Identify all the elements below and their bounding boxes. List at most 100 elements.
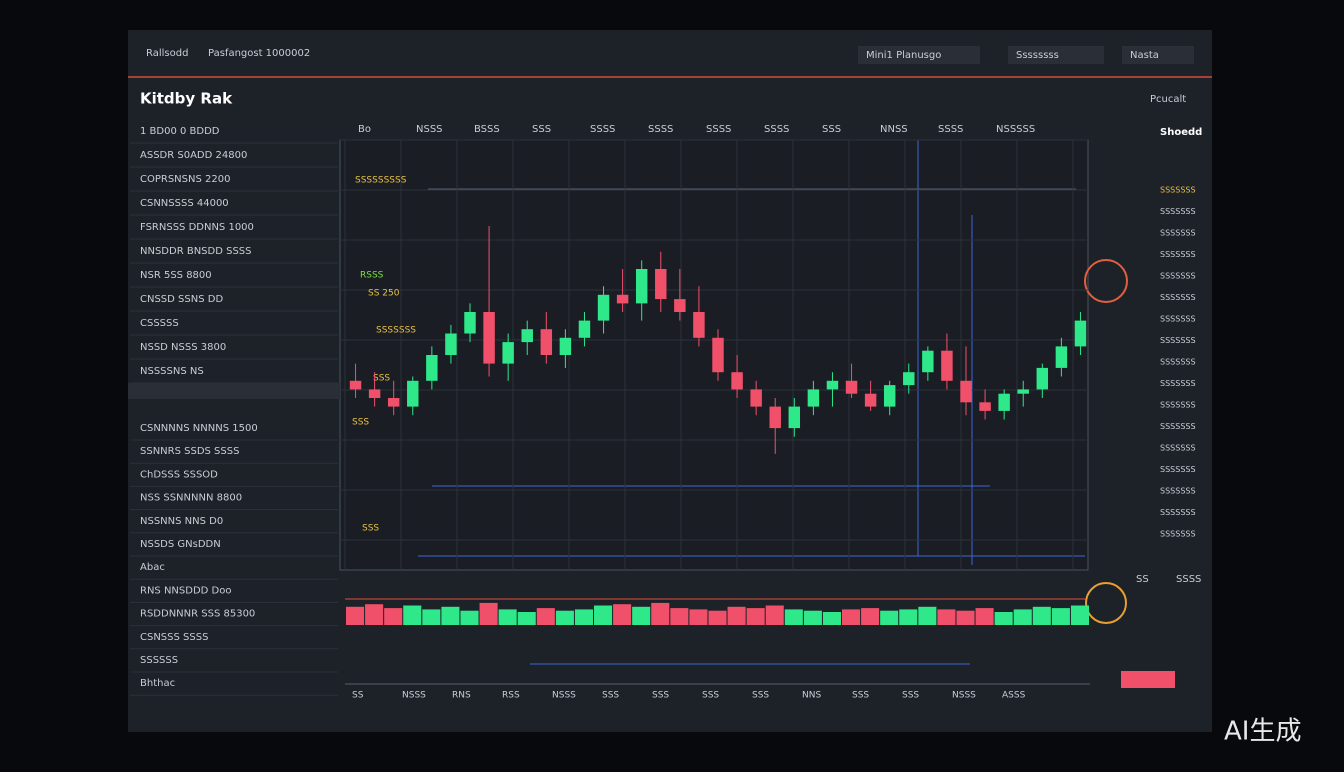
sidebar-row[interactable]: CSNNNNS NNNNS 1500 — [140, 423, 258, 434]
top-label: NSSSSS — [996, 124, 1035, 135]
annotation: SSS — [362, 524, 379, 534]
sidebar-row[interactable]: NSSD NSSS 3800 — [140, 342, 226, 353]
sidebar-row[interactable]: CNSSD SSNS DD — [140, 294, 223, 305]
volume-bar — [536, 608, 555, 625]
volume-bar — [822, 612, 841, 625]
candle-body — [521, 329, 533, 343]
sidebar-row[interactable]: Bhthac — [140, 678, 175, 689]
top-label: SSSS — [764, 124, 789, 135]
volume-bar — [422, 609, 441, 625]
sidebar-row[interactable]: RSDDNNNR SSS 85300 — [140, 609, 255, 620]
header-button[interactable] — [858, 46, 980, 64]
top-label: SSS — [822, 124, 841, 135]
volume-bar — [994, 612, 1013, 625]
x-label: SSS — [852, 691, 869, 701]
sidebar-row[interactable]: RNS NNSDDD Doo — [140, 585, 231, 596]
price-label: SSSSSSS — [1160, 358, 1196, 367]
brand: Rallsodd — [146, 48, 188, 59]
volume-bar — [632, 606, 651, 625]
top-label: Bo — [358, 124, 371, 135]
sidebar-row[interactable]: ASSDR S0ADD 24800 — [140, 150, 247, 161]
top-label: SSSS — [706, 124, 731, 135]
candle-body — [559, 337, 572, 355]
panel-action[interactable]: Pcucalt — [1150, 94, 1186, 105]
candle-body — [1074, 320, 1087, 347]
top-label: SSSS — [648, 124, 673, 135]
price-label: SSSSSSS — [1160, 293, 1196, 302]
annotation: SSS — [373, 374, 390, 384]
candle-body — [464, 312, 476, 334]
header-button-label[interactable]: Mini1 Planusgo — [866, 50, 941, 61]
top-label: SSSS — [938, 124, 963, 135]
volume-bar — [784, 609, 803, 625]
sidebar-row[interactable]: CSSSSS — [140, 318, 179, 329]
x-label: NSSS — [402, 691, 426, 701]
candle-body — [712, 337, 724, 373]
price-label: SSSSSSS — [1160, 401, 1196, 410]
sidebar-row[interactable]: NSSNNS NNS D0 — [140, 516, 223, 527]
candle-body — [674, 299, 686, 312]
x-label: SSS — [652, 691, 669, 701]
candle-body — [845, 380, 858, 394]
sidebar-row[interactable]: CSNSSS SSSS — [140, 632, 208, 643]
candle-body — [540, 329, 553, 355]
x-label: RSS — [502, 691, 520, 701]
action-button[interactable] — [1121, 671, 1175, 688]
price-label: SSSSSSS — [1160, 508, 1196, 517]
volume-bar — [1051, 608, 1070, 625]
volume-bar — [384, 608, 403, 625]
candle-body — [998, 393, 1010, 411]
volume-bar — [765, 605, 784, 625]
sidebar-row[interactable]: NSR 5SS 8800 — [140, 270, 212, 281]
tool[interactable]: SSSS — [1176, 574, 1201, 585]
price-label: SSSSSSS — [1160, 422, 1196, 431]
sidebar-row[interactable]: SSNNRS SSDS SSSS — [140, 446, 239, 457]
price-label: SSSSSSS — [1160, 315, 1196, 324]
sidebar-row[interactable]: NSS SSNNNNN 8800 — [140, 493, 242, 504]
candle-body — [769, 406, 781, 429]
volume-bar — [861, 608, 880, 625]
sidebar-row[interactable]: 1 BD00 0 BDDD — [140, 126, 220, 137]
volume-bar — [937, 609, 956, 625]
top-label: BSSS — [474, 124, 500, 135]
x-label: NNS — [802, 691, 821, 701]
sidebar-row[interactable]: Abac — [140, 562, 165, 573]
top-label: NNSS — [880, 124, 908, 135]
price-label: SSSSSSS — [1160, 379, 1196, 388]
x-label: SS — [352, 691, 364, 701]
price-label: SSSSSSS — [1160, 444, 1196, 453]
sidebar-divider — [128, 383, 340, 399]
watermark: AI生成 — [1224, 717, 1301, 747]
candle-body — [445, 333, 457, 355]
x-label: SSS — [602, 691, 619, 701]
volume-bar — [803, 610, 822, 625]
candle-body — [903, 372, 915, 386]
panel-title: Kitdby Rak — [140, 90, 233, 108]
header-button-label[interactable]: Ssssssss — [1016, 50, 1059, 61]
volume-bar — [441, 606, 460, 625]
price-label: SSSSSSS — [1160, 487, 1196, 496]
sidebar-row[interactable]: NSSSSNS NS — [140, 366, 204, 377]
sidebar-row[interactable]: NNSDDR BNSDD SSSS — [140, 246, 252, 257]
sidebar-row[interactable]: SSSSSS — [140, 655, 178, 666]
candle-body — [387, 398, 400, 407]
volume-bar — [479, 602, 498, 625]
header-button[interactable] — [1008, 46, 1104, 64]
sidebar-row[interactable]: FSRNSSS DDNNS 1000 — [140, 222, 254, 233]
sidebar-row[interactable]: ChDSSS SSSOD — [140, 469, 218, 480]
header-button[interactable] — [1122, 46, 1194, 64]
volume-bar — [555, 610, 574, 625]
candle-body — [750, 389, 762, 407]
candle-body — [960, 380, 972, 403]
candle-body — [655, 269, 667, 300]
tool[interactable]: SS — [1136, 574, 1149, 585]
candle-body — [1017, 389, 1029, 394]
sidebar-row[interactable]: COPRSNSNS 2200 — [140, 174, 230, 185]
sidebar-row[interactable]: CSNNSSSS 44000 — [140, 198, 229, 209]
volume-bar — [746, 608, 765, 625]
x-label: SSS — [752, 691, 769, 701]
sidebar-row[interactable]: NSSDS GNsDDN — [140, 539, 221, 550]
header-button-label[interactable]: Nasta — [1130, 50, 1159, 61]
volume-bar — [651, 602, 670, 625]
x-label: NSSS — [552, 691, 576, 701]
